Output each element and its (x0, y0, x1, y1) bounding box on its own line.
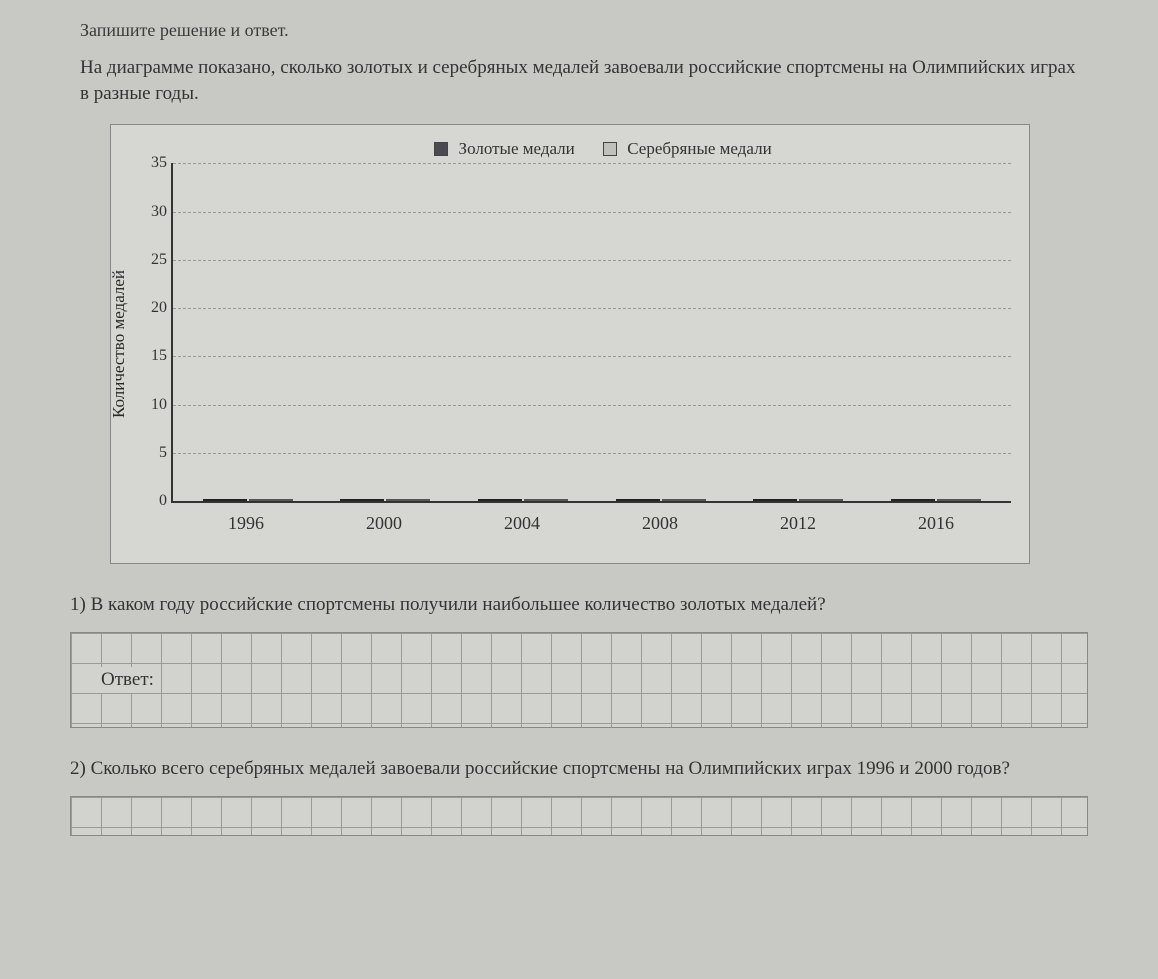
x-tick-label: 1996 (196, 513, 296, 534)
question-2: 2) Сколько всего серебряных медалей заво… (70, 758, 1108, 780)
bar-group (748, 499, 848, 501)
bar-silver (799, 499, 843, 501)
bar-group (886, 499, 986, 501)
y-tick-label: 10 (139, 396, 167, 414)
question-1: 1) В каком году российские спортсмены по… (70, 594, 1108, 616)
x-tick-label: 2004 (472, 513, 572, 534)
bar-silver (524, 499, 568, 501)
gridline (173, 356, 1011, 357)
bar-group (335, 499, 435, 501)
gridline (173, 453, 1011, 454)
chart-legend: Золотые медали Серебряные медали (171, 139, 1011, 159)
y-axis-label: Количество медалей (109, 270, 129, 418)
y-tick-label: 5 (139, 444, 167, 462)
y-tick-label: 20 (139, 299, 167, 317)
bar-gold (203, 499, 247, 501)
bar-gold (616, 499, 660, 501)
y-tick-label: 30 (139, 203, 167, 221)
bar-gold (891, 499, 935, 501)
legend-label-silver: Серебряные медали (627, 139, 771, 158)
answer-grid-2 (70, 796, 1088, 836)
plot-area: 05101520253035 (171, 163, 1011, 503)
gridline (173, 163, 1011, 164)
bar-gold (478, 499, 522, 501)
y-tick-label: 25 (139, 251, 167, 269)
gridline (173, 405, 1011, 406)
legend-swatch-silver (603, 142, 617, 156)
gridline (173, 308, 1011, 309)
bar-gold (753, 499, 797, 501)
bar-silver (386, 499, 430, 501)
bar-group (198, 499, 298, 501)
x-axis-labels: 1996 2000 2004 2008 2012 2016 (171, 503, 1011, 534)
bar-group (611, 499, 711, 501)
gridline (173, 212, 1011, 213)
medals-chart: Количество медалей Золотые медали Серебр… (110, 124, 1030, 564)
top-cut-text: Запишите решение и ответ. (50, 20, 1108, 41)
bar-group (473, 499, 573, 501)
bar-silver (249, 499, 293, 501)
y-tick-label: 35 (139, 154, 167, 172)
bars-container (173, 163, 1011, 501)
x-tick-label: 2000 (334, 513, 434, 534)
gridline (173, 260, 1011, 261)
x-tick-label: 2008 (610, 513, 710, 534)
intro-text: На диаграмме показано, сколько золотых и… (80, 55, 1080, 106)
bar-gold (340, 499, 384, 501)
answer-label: Ответ: (95, 667, 160, 693)
x-tick-label: 2012 (748, 513, 848, 534)
bar-silver (662, 499, 706, 501)
x-tick-label: 2016 (886, 513, 986, 534)
y-tick-label: 0 (139, 492, 167, 510)
y-tick-label: 15 (139, 347, 167, 365)
legend-swatch-gold (434, 142, 448, 156)
legend-label-gold: Золотые медали (459, 139, 575, 158)
answer-grid-1: Ответ: (70, 632, 1088, 728)
bar-silver (937, 499, 981, 501)
